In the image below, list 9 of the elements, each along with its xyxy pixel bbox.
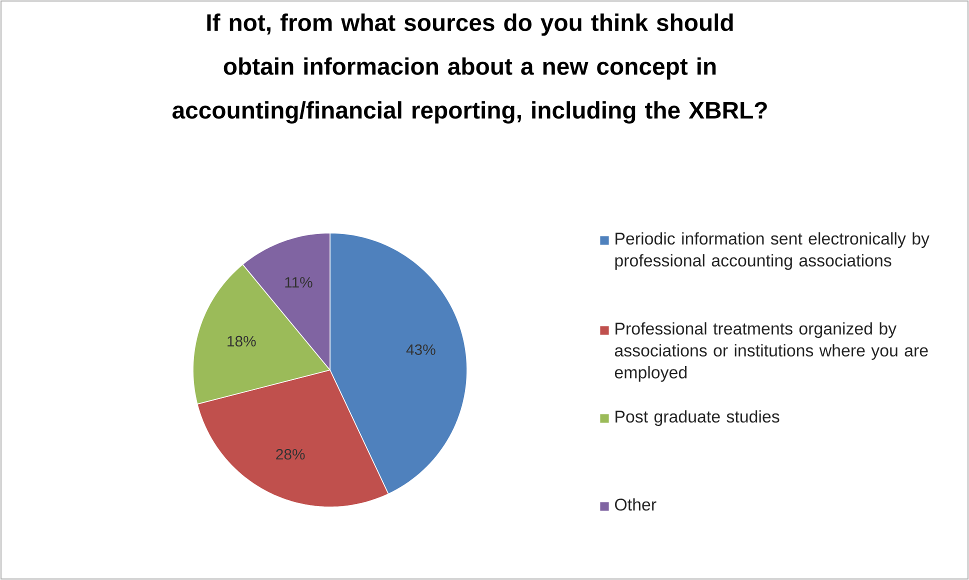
legend-label: Post graduate studies [616, 410, 780, 426]
data-label: 11% [285, 277, 312, 288]
data-label: 18% [228, 336, 256, 346]
chart-title: If not, from what sources do you think should obtain informacion about a new concept in accounting/financial reporting, including the XBRL? [172, 14, 767, 124]
legend-label: Professional treatments organized by associations or institutions where you are employed [614, 322, 928, 382]
legend-label: Periodic information sent electronically by professional accounting associations [615, 232, 930, 270]
legend-label: Other [615, 498, 656, 511]
data-label: 28% [276, 448, 305, 460]
data-label: 43% [406, 344, 436, 355]
